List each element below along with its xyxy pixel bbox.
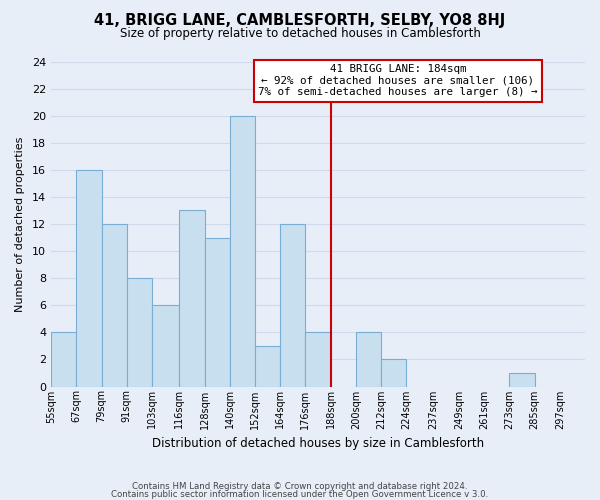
Text: Size of property relative to detached houses in Camblesforth: Size of property relative to detached ho… — [119, 28, 481, 40]
Bar — [280, 224, 305, 386]
Bar — [152, 306, 179, 386]
Y-axis label: Number of detached properties: Number of detached properties — [15, 136, 25, 312]
Bar — [509, 373, 535, 386]
Bar — [76, 170, 101, 386]
Bar — [381, 360, 406, 386]
Bar — [51, 332, 76, 386]
Text: 41 BRIGG LANE: 184sqm
← 92% of detached houses are smaller (106)
7% of semi-deta: 41 BRIGG LANE: 184sqm ← 92% of detached … — [258, 64, 538, 98]
Bar — [230, 116, 255, 386]
Text: Contains HM Land Registry data © Crown copyright and database right 2024.: Contains HM Land Registry data © Crown c… — [132, 482, 468, 491]
Text: 41, BRIGG LANE, CAMBLESFORTH, SELBY, YO8 8HJ: 41, BRIGG LANE, CAMBLESFORTH, SELBY, YO8… — [94, 12, 506, 28]
Text: Contains public sector information licensed under the Open Government Licence v : Contains public sector information licen… — [112, 490, 488, 499]
Bar — [127, 278, 152, 386]
Bar — [255, 346, 280, 387]
X-axis label: Distribution of detached houses by size in Camblesforth: Distribution of detached houses by size … — [152, 437, 484, 450]
Bar — [356, 332, 381, 386]
Bar — [205, 238, 230, 386]
Bar — [101, 224, 127, 386]
Bar — [305, 332, 331, 386]
Bar — [179, 210, 205, 386]
